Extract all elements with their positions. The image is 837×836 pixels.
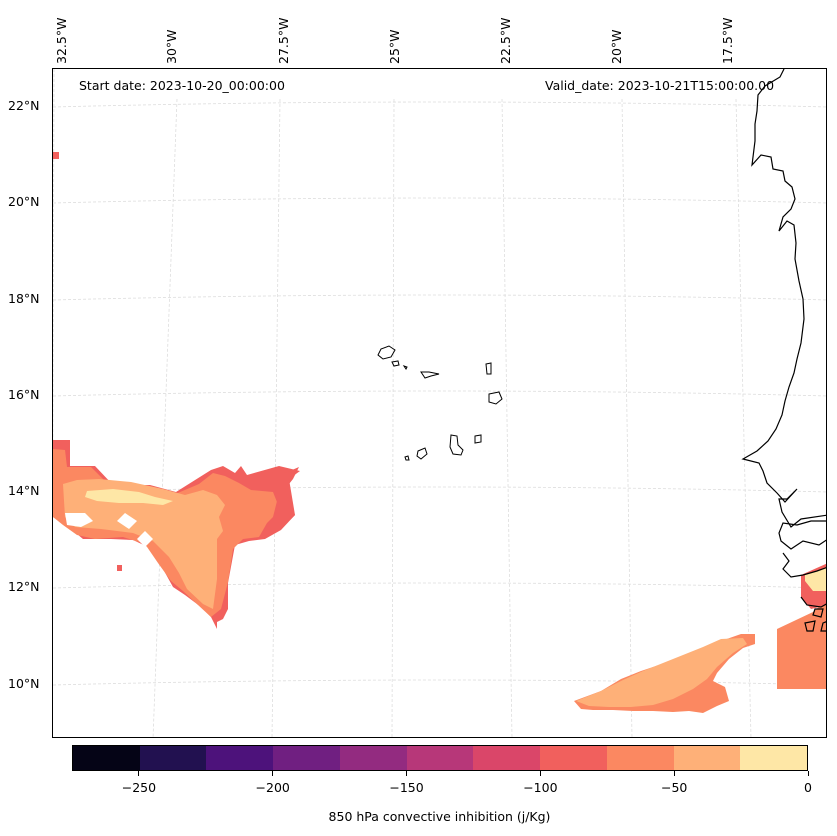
meridian-30w: [152, 98, 178, 737]
colorbar-tick-mark: [539, 771, 541, 776]
island-santo-antao: [377, 345, 396, 360]
colorbar-segment-10: [740, 746, 808, 770]
cin-hole-3: [137, 531, 153, 547]
parallel-12n: [53, 582, 826, 589]
cin-hole-2: [117, 513, 137, 529]
lat-label-10n: 10°N: [8, 676, 40, 691]
lon-label-22-5w: 22.5°W: [498, 17, 513, 64]
meridian-32-5w: [53, 69, 55, 539]
colorbar-tick-label: −200: [255, 780, 290, 795]
island-santiago: [449, 434, 464, 456]
cin-contour-west-core: [85, 489, 173, 505]
meridian-20w: [621, 98, 633, 737]
colorbar-tick-mark: [272, 771, 274, 776]
lat-label-14n: 14°N: [8, 483, 40, 498]
map-panel: [52, 68, 827, 738]
colorbar-segment-2: [206, 746, 274, 770]
cin-contour-east-1: [777, 600, 826, 689]
parallel-20n: [53, 197, 826, 204]
colorbar-tick-mark: [138, 771, 140, 776]
colorbar-tick-label: −150: [389, 780, 424, 795]
lon-label-17-5w: 17.5°W: [720, 17, 735, 64]
lon-label-25w: 25°W: [387, 29, 402, 64]
cin-field-south: [574, 634, 755, 713]
meridian-25w: [391, 98, 395, 737]
valid-date-label: Valid_date: 2023-10-21T15:00:00.00: [545, 78, 775, 93]
colorbar-tick-label: −50: [660, 780, 688, 795]
lat-label-12n: 12°N: [8, 579, 40, 594]
lon-label-32-5w: 32.5°W: [54, 17, 69, 64]
island-sao-nicolau: [420, 371, 440, 379]
island-bijagos-1: [812, 608, 824, 618]
cape-verde-islands: [377, 345, 503, 461]
colorbar: [72, 745, 808, 771]
colorbar-segment-9: [673, 746, 741, 770]
lon-label-30w: 30°W: [164, 29, 179, 64]
island-brava: [404, 455, 410, 461]
cin-field-east-coast: [777, 563, 826, 689]
parallel-10n: [53, 679, 826, 686]
parallel-18n: [53, 294, 826, 301]
island-bijagos-3: [820, 621, 826, 632]
island-boa-vista: [488, 391, 503, 405]
colorbar-segment-0: [73, 746, 140, 770]
island-maio: [474, 434, 482, 444]
colorbar-tick-label: −250: [121, 780, 157, 795]
lat-label-18n: 18°N: [8, 291, 40, 306]
lon-label-20w: 20°W: [609, 29, 624, 64]
meridian-17-5w: [735, 98, 752, 737]
cin-hole-1: [65, 513, 93, 527]
colorbar-label: 850 hPa convective inhibition (j/Kg): [328, 809, 551, 824]
island-sao-vicente: [391, 360, 400, 367]
parallel-22n: [53, 101, 826, 108]
colorbar-tick-label: −100: [523, 780, 558, 795]
start-date-label: Start date: 2023-10-20_00:00:00: [79, 78, 285, 93]
island-bijagos-2: [804, 620, 816, 632]
african-coastline: [741, 69, 826, 632]
lat-label-20n: 20°N: [8, 194, 40, 209]
colorbar-tick-mark: [807, 771, 809, 776]
meridian-27-5w: [271, 98, 281, 737]
colorbar-segment-5: [406, 746, 474, 770]
colorbar-segment-4: [339, 746, 407, 770]
cin-patch-small: [53, 152, 59, 159]
coastline-bijagos: [800, 596, 826, 608]
cin-patch-tiny: [117, 565, 122, 571]
coastline-senegal-gambia: [778, 520, 826, 550]
colorbar-tick-mark: [673, 771, 675, 776]
graticule: [53, 69, 826, 737]
colorbar-tick-mark: [406, 771, 408, 776]
coastline-guinea-bissau: [782, 552, 826, 578]
colorbar-segment-7: [540, 746, 607, 770]
cin-contour-south-inner: [576, 638, 747, 707]
colorbar-segment-1: [139, 746, 207, 770]
island-santa-luzia: [402, 365, 408, 370]
colorbar-segment-8: [606, 746, 674, 770]
parallel-16n: [53, 390, 826, 397]
colorbar-segment-6: [473, 746, 541, 770]
cin-contour-west-inner: [63, 479, 225, 609]
island-fogo: [416, 447, 428, 460]
cin-contour-west-east-lobe: [269, 467, 299, 529]
cin-field-west: [53, 152, 300, 629]
coastline-mauritania: [741, 69, 826, 528]
island-sal: [485, 362, 492, 375]
lon-label-27-5w: 27.5°W: [276, 17, 291, 64]
lat-label-16n: 16°N: [8, 387, 40, 402]
colorbar-tick-label: 0: [804, 780, 812, 795]
lat-label-22n: 22°N: [8, 98, 40, 113]
meridian-22-5w: [501, 98, 513, 737]
colorbar-segment-3: [273, 746, 340, 770]
map-canvas: [53, 69, 826, 737]
